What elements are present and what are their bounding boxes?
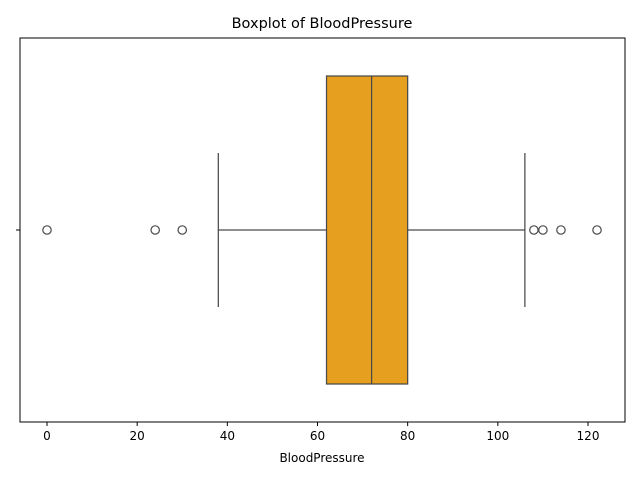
x-tick-label: 80 — [400, 429, 415, 443]
outlier-point — [556, 225, 566, 235]
x-tick-label: 120 — [577, 429, 600, 443]
x-tick-label: 0 — [43, 429, 51, 443]
iqr-box — [325, 75, 409, 385]
x-axis-ticks: 0 20 40 60 80 100 120 — [43, 422, 599, 443]
chart-title: Boxplot of BloodPressure — [232, 16, 413, 32]
x-tick-label: 40 — [220, 429, 235, 443]
x-tick-label: 60 — [310, 429, 325, 443]
x-axis-label: BloodPressure — [279, 451, 364, 465]
outlier-point — [42, 225, 52, 235]
outlier-point — [150, 225, 160, 235]
outlier-point — [177, 225, 188, 235]
x-tick-label: 20 — [130, 429, 145, 443]
outlier-point — [529, 225, 539, 235]
x-tick-label: 100 — [486, 429, 509, 443]
outlier-point — [592, 225, 602, 235]
plot-area — [42, 75, 602, 385]
outlier-point — [538, 225, 548, 235]
